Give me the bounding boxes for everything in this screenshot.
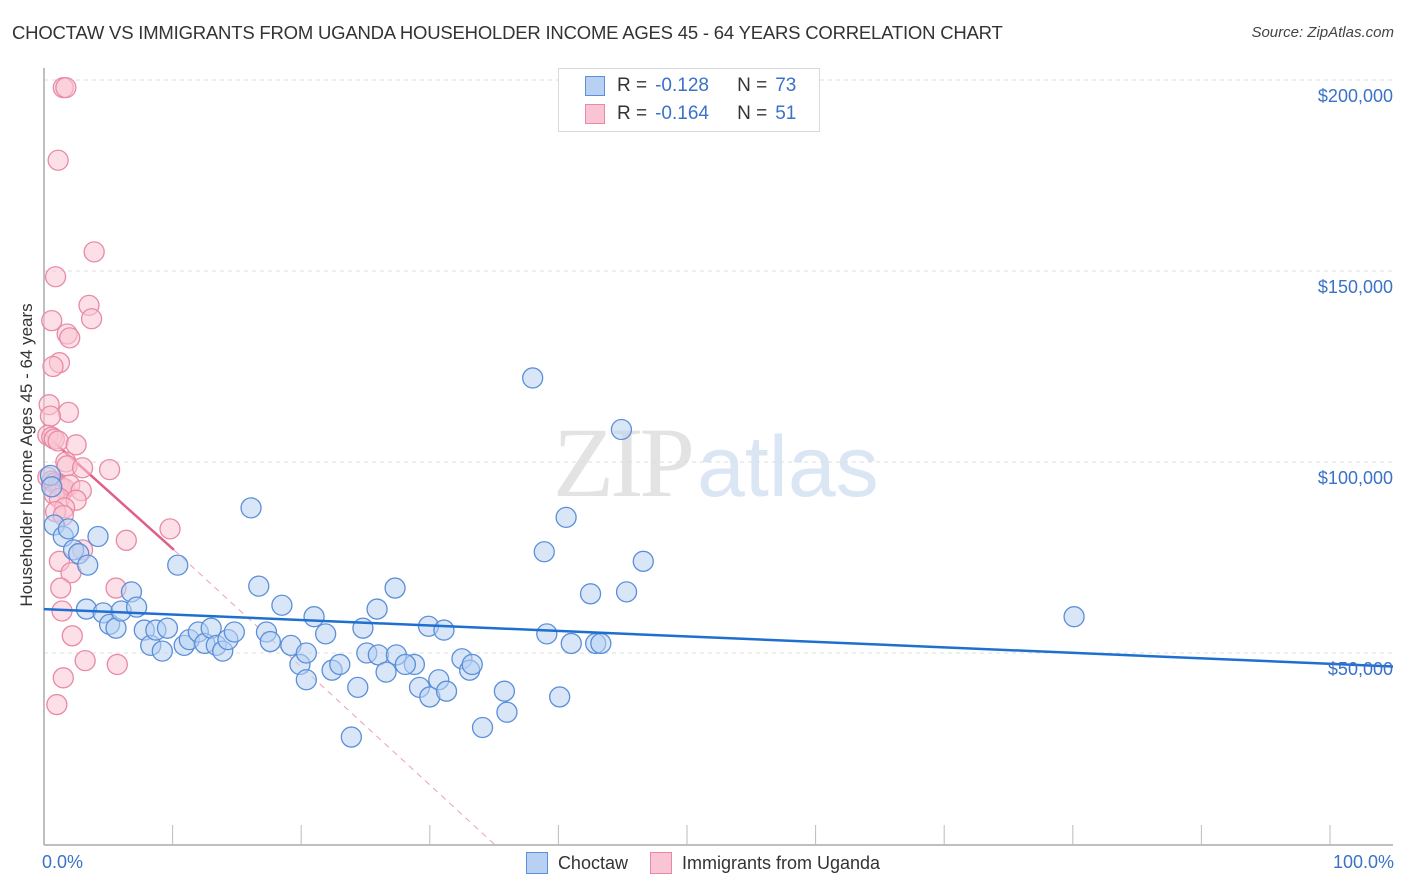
y-tick-100000: $100,000: [1317, 468, 1393, 488]
x-tick-min: 0.0%: [42, 852, 84, 872]
r-label: R =: [617, 75, 648, 96]
choctaw-trend-line: [43, 607, 1394, 668]
source-label: Source: ZipAtlas.com: [1251, 24, 1394, 41]
axes: [43, 68, 1393, 846]
uganda-swatch: [585, 104, 605, 124]
r-value: -0.164: [655, 103, 709, 124]
x-tick-max: 100.0%: [1332, 852, 1394, 872]
n-label: N =: [737, 103, 768, 124]
choctaw-swatch: [585, 76, 605, 96]
choctaw-points: [39, 367, 1085, 748]
n-value: 73: [775, 75, 797, 96]
n-label: N =: [737, 75, 768, 96]
choctaw-swatch: [525, 852, 548, 874]
series-legend: Choctaw Immigrants from Uganda: [0, 852, 1406, 874]
uganda-swatch: [649, 852, 672, 874]
legend-item-choctaw[interactable]: Choctaw: [525, 852, 628, 874]
r-value: -0.128: [655, 75, 709, 96]
y-tick-50000: $50,000: [1327, 659, 1393, 679]
legend-label: Choctaw: [557, 852, 628, 873]
legend-row-uganda: R = -0.164 N = 51: [585, 102, 796, 126]
legend-row-choctaw: R = -0.128 N = 73: [585, 74, 796, 98]
legend-label: Immigrants from Uganda: [681, 852, 881, 873]
y-tick-150000: $150,000: [1317, 277, 1393, 297]
legend-item-uganda[interactable]: Immigrants from Uganda: [649, 852, 881, 874]
chart-title: CHOCTAW VS IMMIGRANTS FROM UGANDA HOUSEH…: [12, 22, 1003, 43]
r-label: R =: [617, 103, 648, 124]
n-value: 51: [775, 103, 797, 124]
y-tick-200000: $200,000: [1317, 86, 1393, 106]
y-axis-label: Householder Income Ages 45 - 64 years: [17, 303, 36, 607]
correlation-legend: R = -0.128 N = 73 R = -0.164 N = 51: [558, 68, 820, 132]
gridlines: [44, 79, 1393, 654]
